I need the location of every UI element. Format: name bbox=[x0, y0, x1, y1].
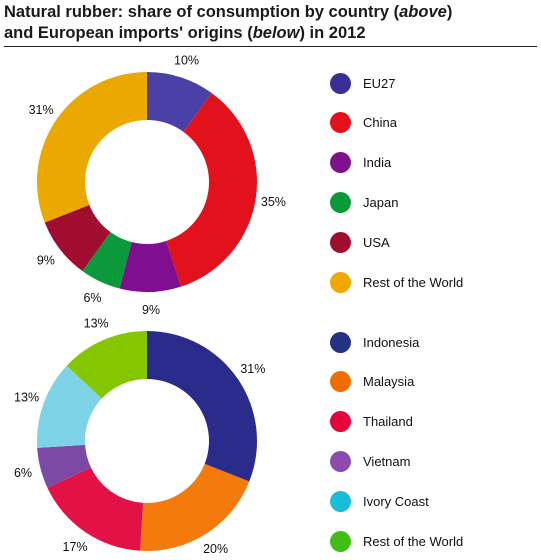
legend-label: Rest of the World bbox=[363, 533, 464, 549]
legend-swatch bbox=[330, 72, 351, 94]
donut-slice-china bbox=[166, 93, 257, 287]
legend-item-rest-of-the-world: Rest of the World bbox=[330, 530, 463, 552]
data-label-ivory-coast: 13% bbox=[14, 391, 39, 405]
donut-slice-thailand bbox=[47, 467, 144, 551]
donut-slice-usa bbox=[44, 204, 111, 271]
data-label-usa: 9% bbox=[37, 253, 55, 267]
legend-swatch bbox=[330, 411, 351, 433]
legend-label: Thailand bbox=[363, 414, 413, 430]
data-label-malaysia: 20% bbox=[203, 542, 228, 556]
donut-slice-japan bbox=[82, 232, 132, 289]
data-label-rest-of-the-world: 31% bbox=[29, 103, 54, 117]
donut-slice-eu27 bbox=[147, 72, 212, 132]
legend-label: USA bbox=[363, 234, 390, 250]
data-label-china: 35% bbox=[261, 195, 286, 209]
data-label-japan: 6% bbox=[83, 291, 101, 305]
legend-item-thailand: Thailand bbox=[330, 411, 413, 433]
legend-swatch bbox=[330, 271, 351, 293]
legend-label: Japan bbox=[363, 194, 399, 210]
legend-swatch bbox=[330, 231, 351, 253]
title-divider bbox=[4, 46, 537, 47]
legend-swatch bbox=[330, 490, 351, 512]
legend-label: Indonesia bbox=[363, 334, 420, 350]
donut-slice-malaysia bbox=[140, 463, 250, 551]
donut-slice-vietnam bbox=[37, 444, 91, 488]
legend-swatch bbox=[330, 371, 351, 393]
data-label-eu27: 10% bbox=[174, 53, 199, 67]
imports-donut-chart: 31% 20% 17% 6% 13% 13% bbox=[14, 317, 265, 557]
legend-item-japan: Japan bbox=[330, 191, 398, 213]
title-line-1: Natural rubber: share of consumption by … bbox=[4, 3, 453, 21]
legend-item-ivory-coast: Ivory Coast bbox=[330, 490, 429, 512]
data-label-india: 9% bbox=[142, 303, 160, 317]
legend-label: Vietnam bbox=[363, 453, 411, 469]
consumption-donut-chart: 10% 35% 9% 6% 9% 31% bbox=[29, 53, 286, 317]
legend-label: China bbox=[363, 115, 397, 131]
donut-slice-rest-of-the-world bbox=[36, 72, 148, 223]
legend-label: Ivory Coast bbox=[363, 493, 429, 509]
legend-item-malaysia: Malaysia bbox=[330, 371, 414, 393]
title-line-2: and European imports' origins (below) in… bbox=[4, 24, 366, 42]
legend-item-vietnam: Vietnam bbox=[330, 450, 410, 472]
legend-swatch bbox=[330, 152, 351, 174]
legend-item-usa: USA bbox=[330, 231, 390, 253]
donut-slice-india bbox=[119, 240, 181, 292]
legend-item-china: China bbox=[330, 112, 397, 134]
legend-swatch bbox=[330, 191, 351, 213]
legend-swatch bbox=[330, 331, 351, 353]
legend-swatch bbox=[330, 112, 351, 134]
legend-item-india: India bbox=[330, 152, 391, 174]
chart-title: Natural rubber: share of consumption by … bbox=[4, 2, 534, 44]
legend-item-indonesia: Indonesia bbox=[330, 331, 419, 353]
legend-label: Rest of the World bbox=[363, 274, 464, 290]
legend-item-rest-of-the-world: Rest of the World bbox=[330, 271, 463, 293]
legend-label: Malaysia bbox=[363, 374, 415, 390]
data-label-rest-of-the-world: 13% bbox=[84, 317, 109, 331]
data-label-vietnam: 6% bbox=[14, 466, 32, 480]
legend-label: India bbox=[363, 155, 392, 171]
donut-slice-indonesia bbox=[147, 331, 257, 482]
legend-swatch bbox=[330, 450, 351, 472]
data-label-thailand: 17% bbox=[63, 540, 88, 554]
legend-item-eu27: EU27 bbox=[330, 72, 396, 94]
data-label-indonesia: 31% bbox=[240, 362, 265, 376]
donut-slice-rest-of-the-world bbox=[66, 331, 147, 399]
legend-swatch bbox=[330, 530, 351, 552]
donut-slice-ivory-coast bbox=[37, 365, 102, 448]
legend-label: EU27 bbox=[363, 75, 396, 91]
